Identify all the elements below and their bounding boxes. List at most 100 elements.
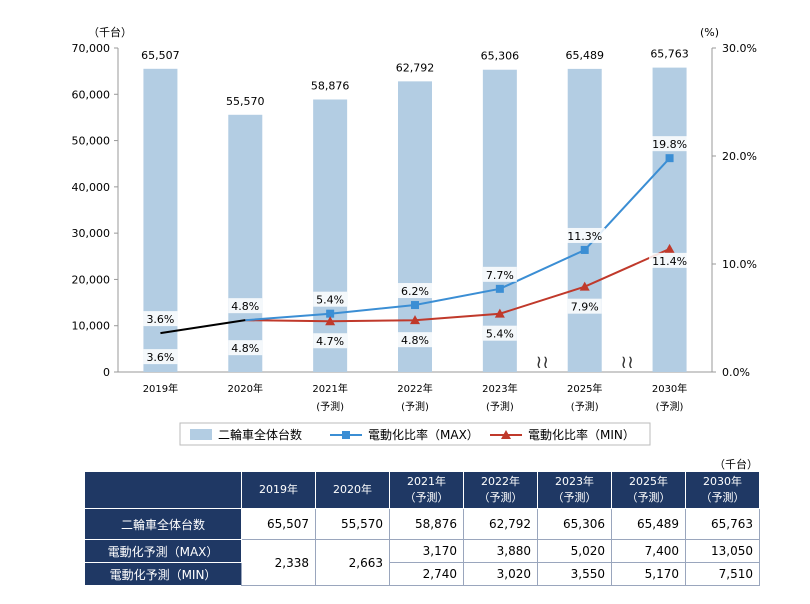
table-header-2023: 2023年 （予測） [537,471,612,509]
cell: 3,170 [389,539,464,563]
bar-data-label: 62,792 [396,61,435,74]
x-tick-label: 2023年 [482,382,517,395]
series-marker-min [325,316,336,326]
axis-break-mark: ≀≀ [536,352,550,373]
table-header-2030: 2030年 （予測） [685,471,760,509]
table-row-total: 二輪車全体台数 65,507 55,570 58,876 62,792 65,3… [84,508,760,540]
table-unit: （千台） [714,458,758,471]
cell: 7,510 [685,562,760,586]
min-data-label: 4.7% [316,335,344,348]
row-label-max: 電動化予測（MAX） [84,539,242,563]
table-header-2025: 2025年 （予測） [611,471,686,509]
y-tick-label-left: 10,000 [72,320,111,333]
x-tick-label: 2019年 [143,382,178,395]
cell: 5,170 [611,562,686,586]
series-line-actual [160,319,246,335]
table-header-row: 2019年 2020年 2021年 （予測） 2022年 （予測） 2023年 （予測… [84,471,760,509]
legend-label-bar: 二輪車全体台数 [218,427,302,442]
y-tick-label-left: 70,000 [72,42,111,55]
max-data-label: 3.6% [146,313,174,326]
legend-label-min: 電動化比率（MIN） [528,427,635,442]
x-tick-label: 2020年 [228,382,263,395]
series-marker-min [410,315,420,325]
x-tick-label: 2030年 [652,382,687,395]
min-data-label: 5.4% [486,328,514,341]
bar [143,68,178,372]
series-line-max [245,157,671,322]
legend-swatch-max-marker [342,431,350,439]
data-table: 2019年 2020年 2021年 （予測） 2022年 （予測） 2023年 （予測… [84,471,760,586]
min-data-label-bg [143,349,178,365]
table-row-max: 電動化予測（MAX） 2,338 2,663 3,170 3,880 5,020… [84,539,760,586]
table-header-2019: 2019年 [241,471,316,509]
y-tick-label-left: 30,000 [72,227,111,240]
series-marker-max [665,154,674,163]
bar [228,114,263,372]
y-tick-label-right: 10.0% [722,258,757,271]
cell: 65,306 [537,508,612,540]
table-corner [84,471,242,509]
series-marker-max [411,301,419,310]
x-tick-label: 2021年 [312,382,347,395]
row-label-min: 電動化予測（MIN） [84,562,242,586]
series-marker-max [495,284,504,293]
legend-box [179,422,651,446]
table-header-2022: 2022年 （予測） [463,471,538,509]
bar [313,99,348,373]
cell: 7,400 [611,539,686,563]
table-header-2021: 2021年 （予測） [389,471,464,509]
legend-swatch-min-marker [501,430,511,439]
right-axis-unit: (%) [700,26,719,39]
min-data-label: 7.9% [571,301,599,314]
row-label-total: 二輪車全体台数 [84,508,242,540]
bar-data-label: 55,570 [226,95,265,108]
cell: 58,876 [389,508,464,540]
x-tick-sublabel: (予測) [401,400,429,413]
cell: 65,763 [685,508,760,540]
min-data-label-bg [228,340,263,356]
cell-shared-2019: 2,338 [241,539,316,586]
series-line-min [245,247,671,323]
bar-data-label: 65,763 [650,48,689,61]
bar [567,68,602,372]
max-data-label-bg [228,298,263,314]
bar [398,81,432,373]
y-tick-label-right: 20.0% [722,150,757,163]
x-tick-sublabel: (予測) [571,400,599,413]
series-marker-max [326,309,335,318]
max-data-label-bg [143,311,178,327]
series-marker-min [494,308,505,318]
max-data-label-bg [313,291,348,307]
max-data-label-bg [564,227,606,243]
max-data-label-bg [482,266,517,282]
legend-swatch-bar [190,429,212,440]
min-data-label: 3.6% [146,351,174,364]
max-data-label-bg [649,136,691,152]
min-data-label-bg [398,332,432,348]
chart-area: 0 10,000 20,000 30,000 40,000 50,000 60,000 70,… [72,25,757,446]
y-tick-label-left: 40,000 [72,181,111,194]
cell: 62,792 [463,508,538,540]
bar-data-label: 65,489 [565,49,604,62]
y-tick-label-right: 0.0% [722,366,750,379]
min-data-label: 4.8% [231,342,259,355]
max-data-label: 4.8% [231,300,259,313]
y-tick-label-left: 20,000 [72,273,111,286]
max-data-label: 19.8% [652,138,687,151]
max-data-label-bg [398,283,432,299]
max-data-label: 7.7% [486,269,514,282]
cell: 13,050 [685,539,760,563]
series-marker-min [664,243,675,253]
x-tick-sublabel: (予測) [316,400,344,413]
y-tick-label-left: 60,000 [72,88,111,101]
y-tick-label-right: 30.0% [722,42,757,55]
cell: 3,880 [463,539,538,563]
bar-data-label: 58,876 [311,79,350,92]
min-data-label-bg [313,333,348,349]
bar-data-label: 65,306 [481,50,520,63]
axis-break-mark: ≀≀ [620,352,634,373]
cell: 5,020 [537,539,612,563]
y-tick-label-left: 0 [103,366,110,379]
cell: 3,020 [463,562,538,586]
cell: 55,570 [315,508,390,540]
